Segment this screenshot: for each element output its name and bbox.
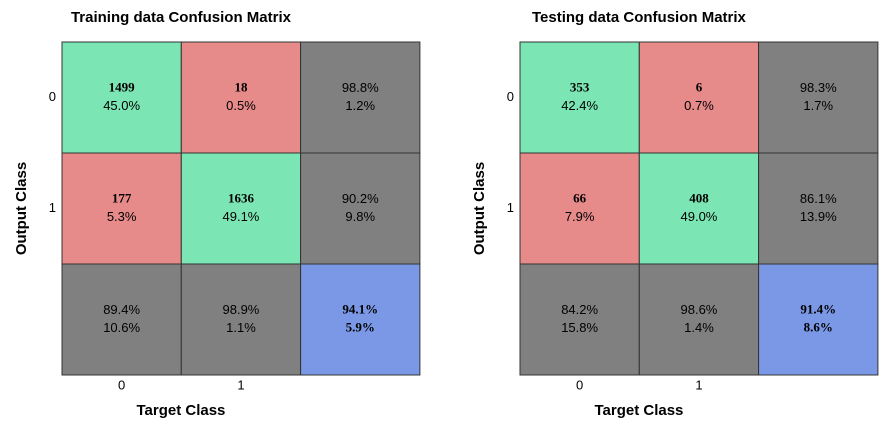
cell-text: 18 bbox=[234, 79, 248, 94]
cell-text: 98.9% bbox=[223, 302, 260, 317]
y-tick-label: 1 bbox=[49, 200, 56, 215]
x-tick-label: 0 bbox=[118, 377, 125, 392]
cell-text: 5.9% bbox=[346, 319, 375, 334]
cell-text: 91.4% bbox=[800, 301, 836, 316]
cell-text: 10.6% bbox=[103, 320, 140, 335]
matrix-cell bbox=[180, 263, 302, 376]
cell-text: 1.2% bbox=[345, 98, 375, 113]
y-tick-label: 1 bbox=[507, 200, 514, 215]
matrix-cell bbox=[180, 152, 302, 265]
cell-text: 13.9% bbox=[800, 209, 837, 224]
x-tick-label: 1 bbox=[237, 377, 244, 392]
cell-text: 42.4% bbox=[561, 98, 598, 113]
matrix-cell bbox=[300, 152, 421, 265]
cell-text: 8.6% bbox=[804, 319, 833, 334]
x-tick-label: 0 bbox=[576, 377, 583, 392]
cell-text: 90.2% bbox=[342, 191, 379, 206]
cell-text: 84.2% bbox=[561, 302, 598, 317]
matrix-cell bbox=[300, 263, 421, 376]
cell-text: 408 bbox=[689, 190, 709, 205]
cell-text: 0.5% bbox=[226, 98, 256, 113]
x-axis-label: Target Class bbox=[594, 402, 683, 419]
matrix-cell bbox=[758, 41, 879, 154]
matrix-cell bbox=[519, 263, 640, 376]
cell-text: 177 bbox=[112, 190, 132, 205]
cell-text: 98.3% bbox=[800, 80, 837, 95]
cell-text: 9.8% bbox=[345, 209, 375, 224]
matrix-cell bbox=[61, 41, 182, 154]
y-axis-label: Output Class bbox=[471, 162, 488, 255]
x-axis-label: Target Class bbox=[136, 402, 225, 419]
cell-text: 86.1% bbox=[800, 191, 837, 206]
matrix-cell bbox=[758, 152, 879, 265]
matrix-cell bbox=[61, 263, 182, 376]
cell-text: 353 bbox=[570, 79, 590, 94]
matrix-cell bbox=[638, 263, 760, 376]
matrix-cell bbox=[758, 263, 879, 376]
cell-text: 1636 bbox=[228, 190, 255, 205]
cell-text: 66 bbox=[573, 190, 587, 205]
x-tick-label: 1 bbox=[695, 377, 702, 392]
cell-text: 1499 bbox=[109, 79, 136, 94]
matrix-cell bbox=[180, 41, 302, 154]
matrix-cell bbox=[300, 41, 421, 154]
y-tick-label: 0 bbox=[49, 89, 56, 104]
cell-text: 6 bbox=[696, 79, 703, 94]
y-tick-label: 0 bbox=[507, 89, 514, 104]
cell-text: 49.1% bbox=[223, 209, 260, 224]
cell-text: 94.1% bbox=[342, 301, 378, 316]
cell-text: 98.6% bbox=[681, 302, 718, 317]
y-axis-label: Output Class bbox=[13, 162, 30, 255]
matrix-cell bbox=[519, 41, 640, 154]
cell-text: 98.8% bbox=[342, 80, 379, 95]
cell-text: 7.9% bbox=[565, 209, 595, 224]
cell-text: 45.0% bbox=[103, 98, 140, 113]
cell-text: 1.4% bbox=[684, 320, 714, 335]
cell-text: 15.8% bbox=[561, 320, 598, 335]
chart-title: Training data Confusion Matrix bbox=[71, 9, 292, 26]
cell-text: 1.1% bbox=[226, 320, 256, 335]
cell-text: 89.4% bbox=[103, 302, 140, 317]
cell-text: 0.7% bbox=[684, 98, 714, 113]
chart-title: Testing data Confusion Matrix bbox=[532, 9, 747, 26]
cell-text: 5.3% bbox=[107, 209, 137, 224]
matrix-cell bbox=[638, 152, 760, 265]
matrix-cell bbox=[519, 152, 640, 265]
matrix-cell bbox=[61, 152, 182, 265]
cell-text: 1.7% bbox=[803, 98, 833, 113]
cell-text: 49.0% bbox=[681, 209, 718, 224]
